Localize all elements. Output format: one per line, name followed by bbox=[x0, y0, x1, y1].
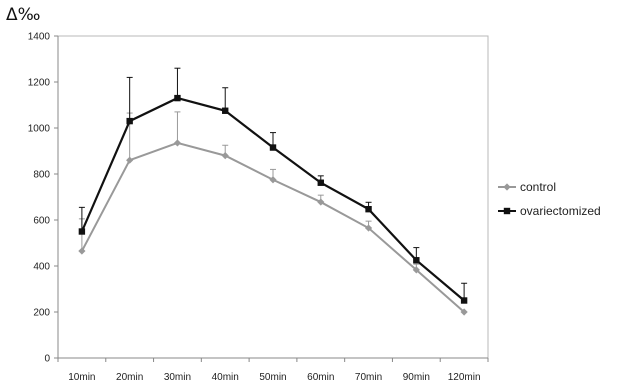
data-point-ovariectomized bbox=[126, 117, 133, 125]
y-tick-label: 1200 bbox=[28, 78, 51, 89]
data-point-control bbox=[412, 266, 420, 274]
data-point-ovariectomized bbox=[269, 144, 277, 151]
y-tick-label: 800 bbox=[33, 170, 50, 181]
legend-marker-control bbox=[503, 183, 511, 191]
error-bars bbox=[78, 67, 468, 301]
series-lines bbox=[80, 96, 465, 313]
y-axis-label: Δ‰ bbox=[6, 5, 40, 25]
x-tick-label: 20min bbox=[116, 372, 143, 383]
x-tick-label: 40min bbox=[212, 372, 239, 383]
x-tick-label: 60min bbox=[307, 372, 334, 383]
y-tick-label: 1400 bbox=[28, 32, 51, 43]
x-tick-label: 120min bbox=[448, 372, 481, 383]
y-tick-label: 0 bbox=[44, 354, 50, 365]
data-point-ovariectomized bbox=[174, 94, 181, 102]
x-tick-label: 10min bbox=[68, 372, 95, 383]
x-tick-label: 30min bbox=[164, 372, 191, 383]
data-point-ovariectomized bbox=[317, 179, 324, 186]
data-point-control bbox=[317, 198, 325, 206]
legend-label-ovariectomized: ovariectomized bbox=[520, 204, 601, 218]
data-point-control bbox=[269, 176, 277, 184]
chart-legend: control ovariectomized bbox=[498, 180, 601, 218]
data-point-ovariectomized bbox=[78, 228, 86, 235]
data-point-control bbox=[78, 247, 86, 255]
x-tick-label: 70min bbox=[355, 372, 382, 383]
data-point-control bbox=[126, 156, 134, 164]
x-tick-label: 50min bbox=[259, 372, 286, 383]
data-point-control bbox=[364, 224, 373, 232]
series-markers bbox=[78, 94, 468, 316]
y-tick-label: 400 bbox=[33, 262, 50, 273]
y-tick-label: 600 bbox=[33, 216, 50, 227]
legend-label-control: control bbox=[520, 180, 556, 194]
data-point-control bbox=[460, 308, 468, 316]
data-point-control bbox=[173, 139, 182, 147]
data-point-control bbox=[221, 152, 229, 160]
x-tick-label: 90min bbox=[403, 372, 430, 383]
data-point-ovariectomized bbox=[413, 257, 420, 264]
series-line-control bbox=[81, 141, 465, 313]
data-point-ovariectomized bbox=[460, 297, 468, 304]
plot-border bbox=[57, 35, 489, 359]
data-point-ovariectomized bbox=[222, 107, 229, 114]
series-line-ovariectomized bbox=[80, 96, 465, 302]
y-tick-label: 1000 bbox=[28, 124, 51, 135]
y-tick-label: 200 bbox=[33, 308, 50, 319]
legend-marker-ovariectomized bbox=[503, 207, 511, 215]
chart-axes: 0 200 400 600 800 1000 1200 1400 10min 20min 30min… bbox=[28, 32, 489, 383]
data-point-ovariectomized bbox=[365, 205, 372, 213]
